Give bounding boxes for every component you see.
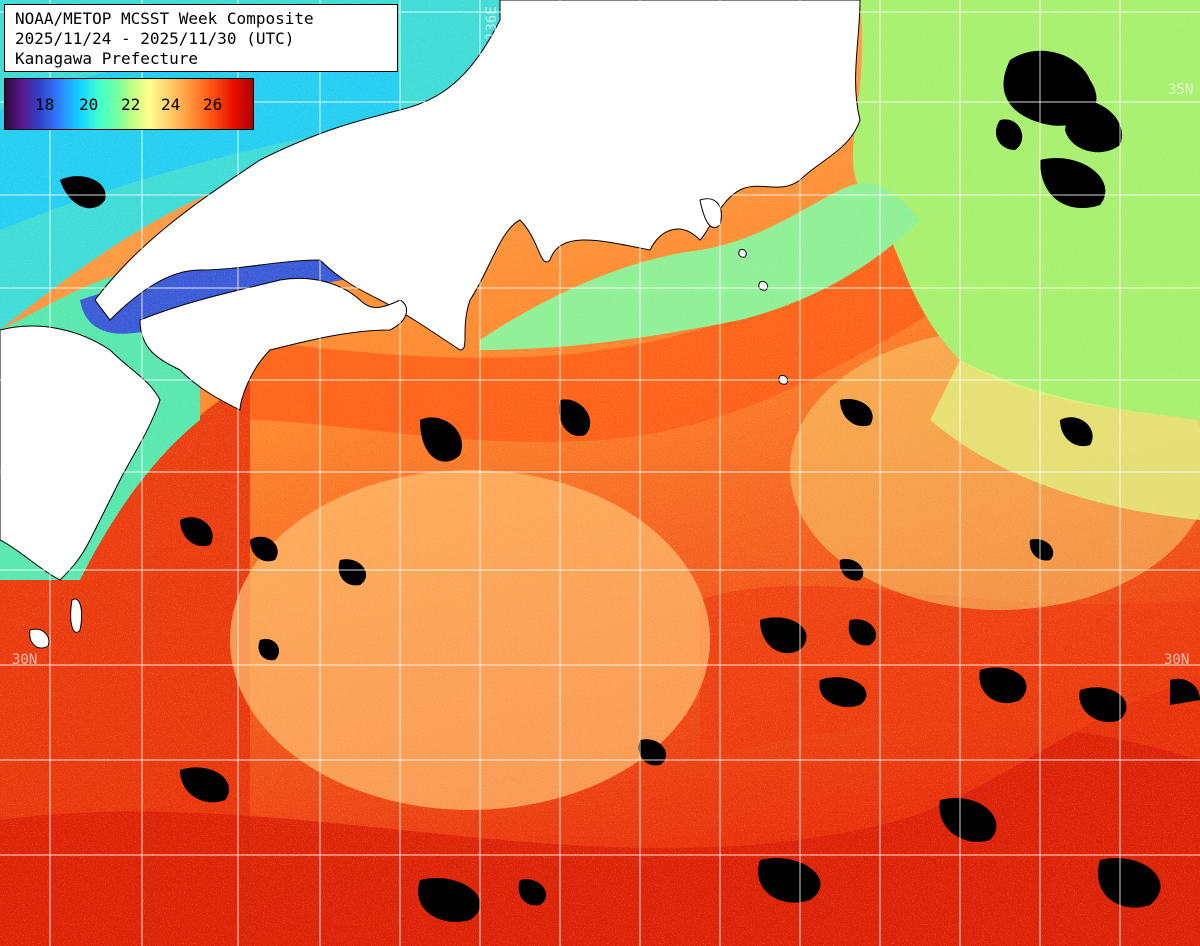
land-island-small-1 — [758, 281, 769, 291]
grid-label-136e: 136E — [484, 6, 500, 40]
title-line-2: 2025/11/24 - 2025/11/30 (UTC) — [15, 29, 295, 48]
grid-label-35n-left: 35N — [10, 372, 36, 388]
land-island-tanegashima — [70, 598, 83, 633]
cloud-mask — [60, 50, 1200, 922]
legend-tick-26: 26 — [203, 95, 223, 114]
title-line-3: Kanagawa Prefecture — [15, 49, 199, 68]
title-box: NOAA/METOP MCSST Week Composite 2025/11/… — [4, 4, 398, 72]
legend-tick-20: 20 — [79, 95, 99, 114]
land-shikoku — [139, 277, 408, 411]
land-island-small-3 — [738, 249, 747, 258]
grid-label-35n-right: 35N — [1168, 82, 1194, 98]
color-legend: 18 20 22 24 26 — [4, 78, 254, 130]
land-island-yakushima — [29, 628, 50, 649]
legend-tick-24: 24 — [161, 95, 181, 114]
grid-label-30n-left: 30N — [12, 652, 38, 668]
land-honshu — [94, 0, 861, 351]
land-kyushu — [0, 325, 161, 581]
legend-tick-18: 18 — [35, 95, 55, 114]
land-mask — [0, 0, 861, 649]
grid-label-30n-right: 30N — [1164, 652, 1190, 668]
legend-tick-22: 22 — [121, 95, 141, 114]
title-line-1: NOAA/METOP MCSST Week Composite — [15, 9, 314, 28]
